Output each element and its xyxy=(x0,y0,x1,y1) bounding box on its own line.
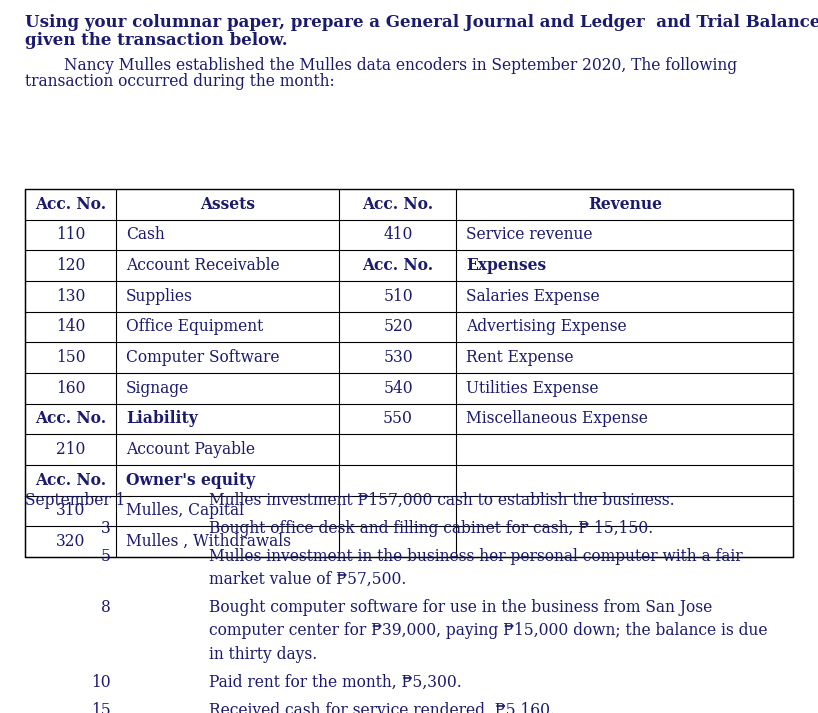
Text: Using your columnar paper, prepare a General Journal and Ledger  and Trial Balan: Using your columnar paper, prepare a Gen… xyxy=(25,14,818,31)
Text: given the transaction below.: given the transaction below. xyxy=(25,32,288,49)
Text: Liability: Liability xyxy=(126,411,198,427)
Text: 140: 140 xyxy=(56,319,85,335)
Text: Mulles investment ₱157,000 cash to establish the business.: Mulles investment ₱157,000 cash to estab… xyxy=(209,492,674,509)
Text: Paid rent for the month, ₱5,300.: Paid rent for the month, ₱5,300. xyxy=(209,674,461,691)
Text: 150: 150 xyxy=(56,349,86,366)
Text: Acc. No.: Acc. No. xyxy=(362,257,434,274)
Text: Computer Software: Computer Software xyxy=(126,349,280,366)
Text: Nancy Mulles established the Mulles data encoders in September 2020, The followi: Nancy Mulles established the Mulles data… xyxy=(25,57,738,74)
Text: Owner's equity: Owner's equity xyxy=(126,472,255,488)
Text: 8: 8 xyxy=(101,599,110,616)
Text: Cash: Cash xyxy=(126,227,164,243)
Text: Salaries Expense: Salaries Expense xyxy=(466,288,600,304)
Text: 310: 310 xyxy=(56,503,85,519)
Text: Bought computer software for use in the business from San Jose: Bought computer software for use in the … xyxy=(209,599,712,616)
Text: Signage: Signage xyxy=(126,380,189,396)
Text: Rent Expense: Rent Expense xyxy=(466,349,573,366)
Bar xyxy=(25,189,793,557)
Text: Supplies: Supplies xyxy=(126,288,193,304)
Text: Advertising Expense: Advertising Expense xyxy=(466,319,627,335)
Text: 15: 15 xyxy=(91,702,110,713)
Text: 5: 5 xyxy=(101,548,110,565)
Text: 510: 510 xyxy=(383,288,413,304)
Text: in thirty days.: in thirty days. xyxy=(209,646,317,663)
Text: Acc. No.: Acc. No. xyxy=(35,196,106,212)
Text: Mulles , Withdrawals: Mulles , Withdrawals xyxy=(126,533,291,550)
Text: Mulles, Capital: Mulles, Capital xyxy=(126,503,244,519)
Text: Received cash for service rendered, ₱5,160.: Received cash for service rendered, ₱5,1… xyxy=(209,702,555,713)
Text: 410: 410 xyxy=(384,227,412,243)
Text: Assets: Assets xyxy=(200,196,255,212)
Text: 10: 10 xyxy=(91,674,110,691)
Text: Miscellaneous Expense: Miscellaneous Expense xyxy=(466,411,648,427)
Text: 530: 530 xyxy=(383,349,413,366)
Text: Utilities Expense: Utilities Expense xyxy=(466,380,599,396)
Text: 550: 550 xyxy=(383,411,413,427)
Text: Bought office desk and filling cabinet for cash, ₱ 15,150.: Bought office desk and filling cabinet f… xyxy=(209,520,653,537)
Text: 110: 110 xyxy=(56,227,85,243)
Text: Service revenue: Service revenue xyxy=(466,227,593,243)
Text: 520: 520 xyxy=(383,319,413,335)
Text: Expenses: Expenses xyxy=(466,257,546,274)
Text: Office Equipment: Office Equipment xyxy=(126,319,263,335)
Text: 160: 160 xyxy=(56,380,86,396)
Text: Account Payable: Account Payable xyxy=(126,441,255,458)
Text: 130: 130 xyxy=(56,288,85,304)
Text: 540: 540 xyxy=(383,380,413,396)
Text: 120: 120 xyxy=(56,257,85,274)
Text: 320: 320 xyxy=(56,533,85,550)
Text: Revenue: Revenue xyxy=(588,196,662,212)
Text: 3: 3 xyxy=(101,520,110,537)
Text: computer center for ₱39,000, paying ₱15,000 down; the balance is due: computer center for ₱39,000, paying ₱15,… xyxy=(209,622,767,640)
Text: Account Receivable: Account Receivable xyxy=(126,257,280,274)
Text: market value of ₱57,500.: market value of ₱57,500. xyxy=(209,571,406,588)
Text: transaction occurred during the month:: transaction occurred during the month: xyxy=(25,73,335,91)
Text: Acc. No.: Acc. No. xyxy=(35,411,106,427)
Text: Acc. No.: Acc. No. xyxy=(362,196,434,212)
Text: Acc. No.: Acc. No. xyxy=(35,472,106,488)
Text: Mulles investment in the business her personal computer with a fair: Mulles investment in the business her pe… xyxy=(209,548,742,565)
Text: September 1: September 1 xyxy=(25,492,126,509)
Text: 210: 210 xyxy=(56,441,85,458)
